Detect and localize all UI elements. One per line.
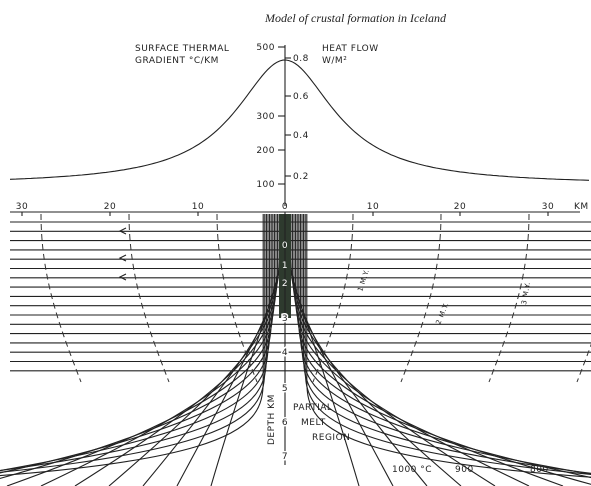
- distance-unit: KM: [574, 202, 589, 212]
- isochron-line: [401, 214, 441, 382]
- right-tick-label: 0.2: [293, 172, 309, 182]
- right-tick-label: 0.6: [293, 92, 309, 102]
- right-axis-label: HEAT FLOW: [322, 44, 379, 54]
- heat-flow-curve: [10, 60, 589, 180]
- figure-title: Model of crustal formation in Iceland: [264, 11, 447, 25]
- right-axis-label: W/M²: [322, 56, 347, 66]
- isochron-label: 1 M.Y.: [356, 268, 371, 292]
- depth-tick-label: 4: [282, 348, 288, 358]
- flow-arrow: [120, 274, 126, 280]
- left-axis-label: SURFACE THERMAL: [135, 44, 229, 54]
- isochron-line: [217, 214, 257, 382]
- distance-tick-label: 10: [192, 202, 204, 212]
- depth-tick-label: 0: [282, 241, 288, 251]
- isotherm-label: 1000 °C: [392, 465, 432, 475]
- figure: Model of crustal formation in Iceland SU…: [0, 0, 591, 486]
- flow-line: [0, 214, 265, 486]
- distance-tick-label: 20: [104, 202, 116, 212]
- depth-tick-label: 2: [282, 279, 288, 289]
- flow-line: [291, 214, 427, 486]
- flow-line: [0, 214, 270, 486]
- flow-line: [143, 214, 279, 486]
- depth-tick-label: 5: [282, 384, 288, 394]
- flow-line: [300, 214, 591, 486]
- flow-line: [0, 214, 266, 486]
- left-tick-label: 300: [256, 112, 275, 122]
- isochron-label: 2 M.Y.: [434, 301, 450, 325]
- flow-line: [0, 214, 268, 486]
- left-axis-label: GRADIENT °C/KM: [135, 56, 219, 66]
- left-tick-label: 100: [256, 180, 275, 190]
- depth-tick-label: 1: [282, 261, 288, 271]
- left-tick-label: 500: [256, 43, 275, 53]
- isochron-line: [577, 214, 591, 382]
- flow-line: [41, 214, 274, 486]
- depth-tick-label: 6: [282, 418, 288, 428]
- flow-arrow: [120, 255, 126, 261]
- depth-axis-label: DEPTH KM: [267, 394, 277, 445]
- distance-tick-label: 20: [454, 202, 466, 212]
- flow-line: [0, 214, 271, 486]
- depth-tick-label: 7: [282, 452, 288, 462]
- right-tick-label: 0.4: [293, 131, 309, 141]
- isochron-line: [129, 214, 169, 382]
- distance-tick-label: 10: [367, 202, 379, 212]
- isochron-line: [313, 214, 353, 382]
- depth-tick-label: 3: [282, 314, 288, 324]
- flow-line: [299, 214, 591, 486]
- flow-line: [296, 214, 529, 486]
- isochron-label: 3 M.Y.: [520, 281, 532, 305]
- distance-tick-label: 0: [282, 202, 288, 212]
- left-tick-label: 200: [256, 146, 275, 156]
- region-label: MELT: [301, 418, 326, 428]
- right-tick-label: 0.8: [293, 54, 309, 64]
- distance-tick-label: 30: [542, 202, 554, 212]
- isochron-line: [41, 214, 81, 382]
- distance-tick-label: 30: [16, 202, 28, 212]
